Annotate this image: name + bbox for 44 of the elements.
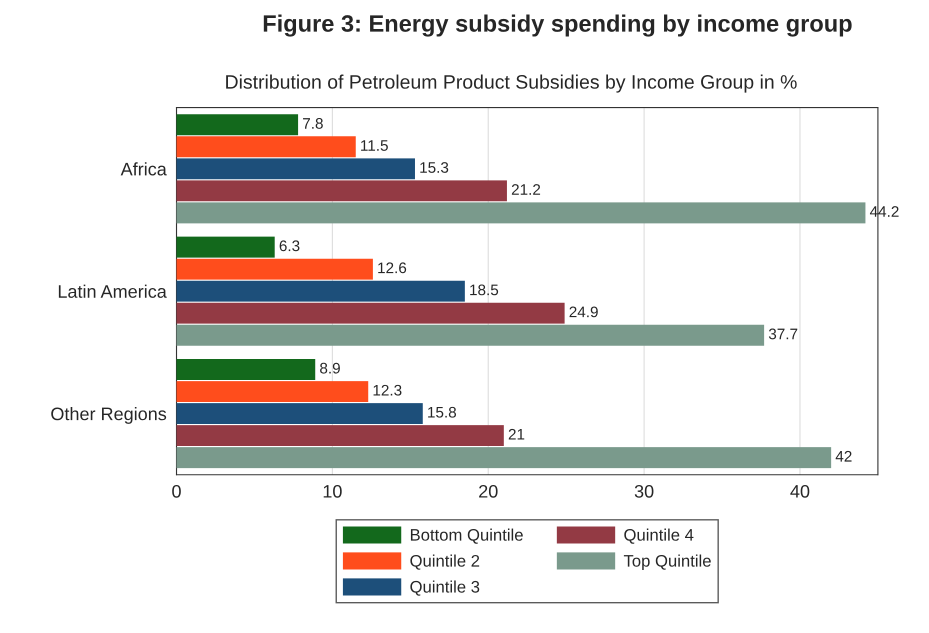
data-label: 37.7 (768, 328, 798, 340)
bar (176, 158, 415, 180)
data-label: 24.9 (570, 306, 598, 318)
data-label: 21.2 (512, 184, 540, 195)
x-tick-label: 0 (172, 484, 181, 498)
bar (176, 302, 565, 324)
data-label: 6.3 (280, 240, 300, 252)
data-label: 21 (508, 428, 524, 440)
bar (176, 403, 423, 424)
x-tick-label: 40 (790, 484, 810, 498)
legend-label: Quintile 4 (624, 528, 694, 544)
data-label: 12.3 (374, 384, 402, 396)
bar (176, 180, 507, 202)
x-tick-label: 10 (324, 484, 342, 498)
legend-label: Bottom Quintile (410, 528, 523, 544)
data-label: 11.5 (361, 140, 388, 151)
bar (176, 359, 316, 380)
chart-title: Figure 3: Energy subsidy spending by income group (264, 14, 852, 37)
bar (176, 236, 275, 258)
legend-label: Quintile 2 (410, 554, 480, 570)
x-tick-label: 30 (634, 484, 654, 498)
bar (176, 381, 368, 402)
legend-label: Quintile 3 (410, 580, 480, 596)
chart-subtitle: Distribution of Petroleum Product Subsidies by Income Group in % (226, 74, 797, 93)
data-label: 15.8 (428, 406, 456, 418)
bar (176, 447, 832, 468)
bar (176, 202, 866, 224)
bar (176, 280, 465, 302)
legend-label: Top Quintile (624, 554, 711, 570)
data-label: 42 (836, 450, 852, 462)
y-tick-label: Other Regions (51, 407, 166, 424)
data-label: 8.9 (320, 362, 340, 374)
data-label: 12.6 (378, 262, 406, 274)
data-label: 7.8 (303, 118, 323, 129)
x-tick-label: 20 (479, 484, 498, 498)
bar (176, 136, 356, 158)
y-tick-label: Africa (120, 162, 167, 176)
data-label: 15.3 (420, 162, 448, 173)
bar (176, 258, 373, 280)
bar (176, 425, 504, 446)
bar (176, 324, 764, 346)
data-label: 18.5 (470, 284, 498, 296)
y-tick-label: Latin America (58, 284, 167, 298)
bar (176, 114, 298, 136)
